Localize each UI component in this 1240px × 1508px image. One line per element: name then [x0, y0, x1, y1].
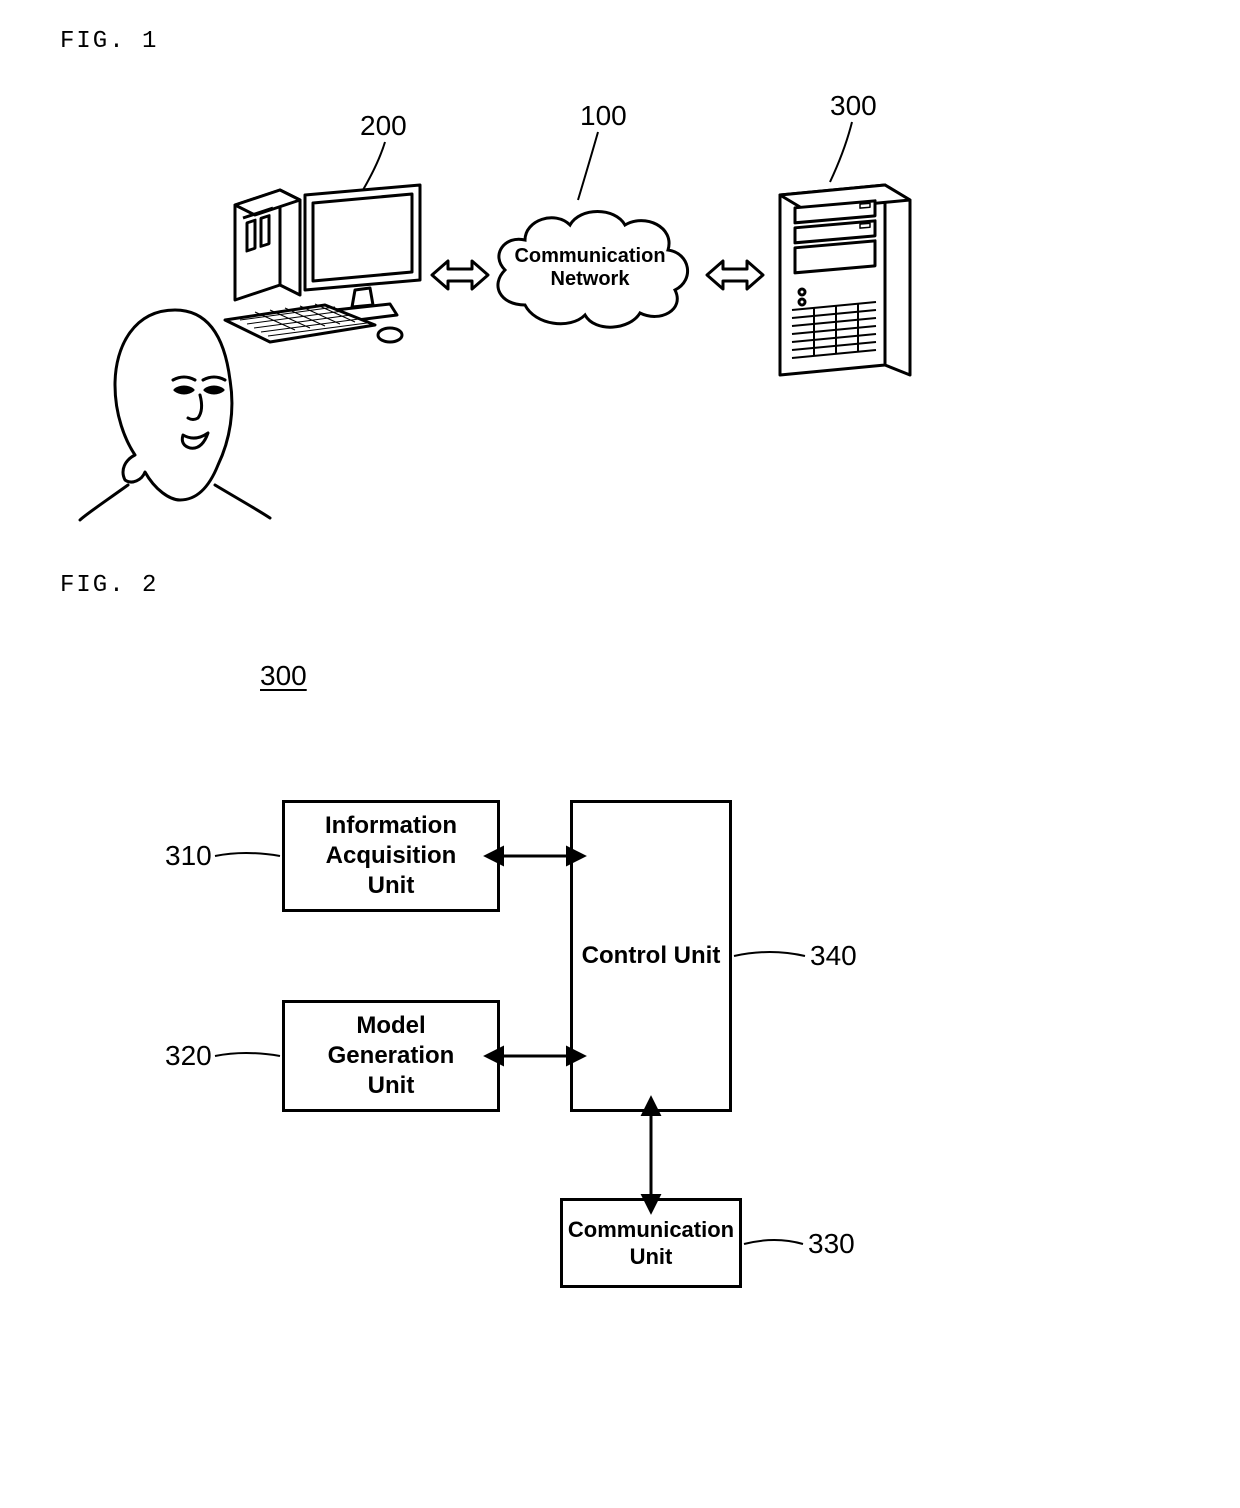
fig2-leaders [0, 0, 1240, 1400]
page: FIG. 1 200 100 300 [0, 0, 1240, 1508]
